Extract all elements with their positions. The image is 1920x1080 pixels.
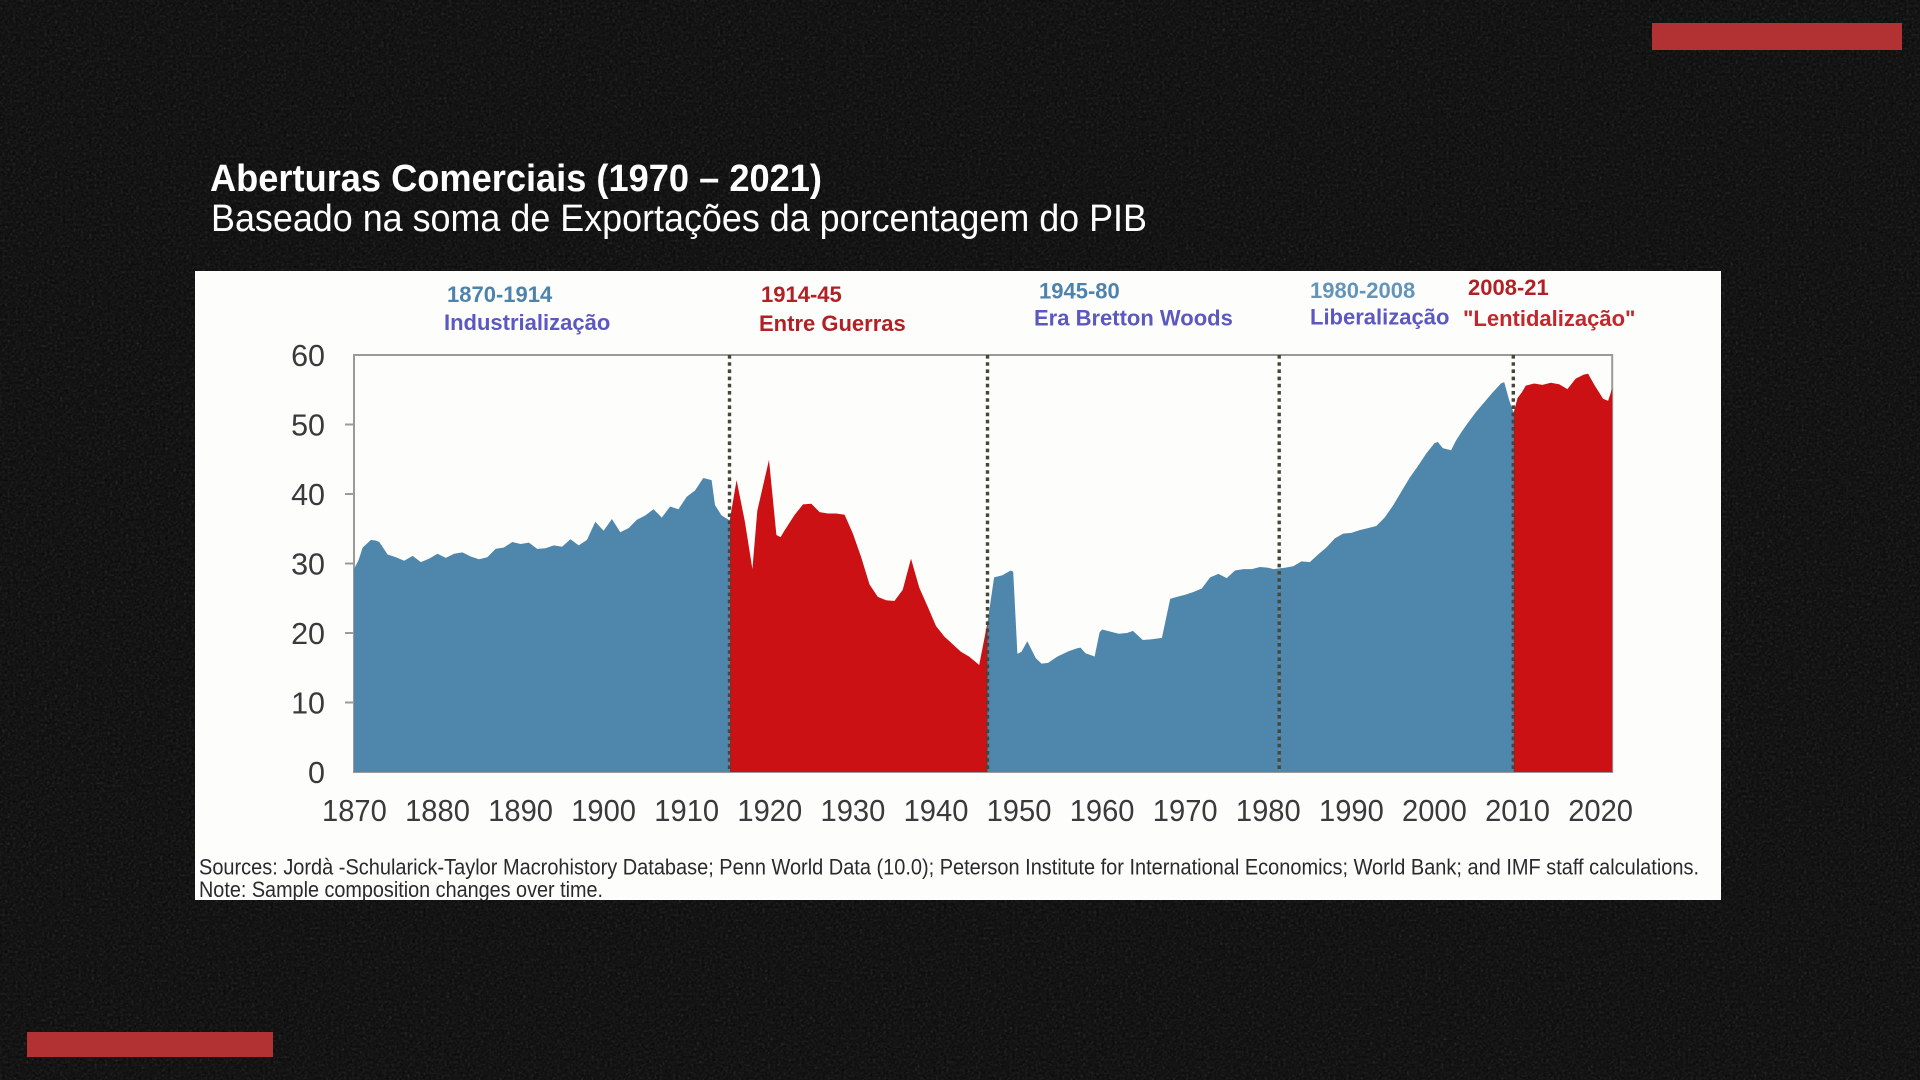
svg-text:1940: 1940	[904, 794, 969, 828]
svg-text:0: 0	[308, 756, 325, 790]
svg-text:"Lentidalização": "Lentidalização"	[1463, 306, 1635, 331]
svg-text:1980-2008: 1980-2008	[1310, 278, 1415, 303]
svg-text:1970: 1970	[1153, 794, 1218, 828]
svg-text:60: 60	[291, 339, 325, 373]
svg-text:10: 10	[291, 687, 325, 721]
svg-text:50: 50	[291, 409, 325, 443]
svg-text:Note: Sample composition chang: Note: Sample composition changes over ti…	[199, 877, 603, 900]
svg-text:40: 40	[291, 478, 325, 512]
svg-text:1890: 1890	[488, 794, 553, 828]
svg-text:Entre Guerras: Entre Guerras	[759, 311, 906, 336]
svg-text:1990: 1990	[1319, 794, 1384, 828]
svg-text:1880: 1880	[405, 794, 470, 828]
svg-text:Industrialização: Industrialização	[444, 310, 610, 335]
svg-text:1945-80: 1945-80	[1039, 279, 1120, 304]
svg-text:1950: 1950	[987, 794, 1052, 828]
svg-text:1914-45: 1914-45	[761, 282, 842, 307]
svg-text:1960: 1960	[1070, 794, 1135, 828]
svg-text:Liberalização: Liberalização	[1310, 305, 1449, 330]
svg-text:1980: 1980	[1236, 794, 1301, 828]
svg-text:1900: 1900	[571, 794, 636, 828]
svg-text:1870-1914: 1870-1914	[447, 282, 553, 307]
svg-text:30: 30	[291, 548, 325, 582]
svg-text:2020: 2020	[1568, 794, 1633, 828]
svg-text:20: 20	[291, 617, 325, 651]
svg-text:2010: 2010	[1485, 794, 1550, 828]
svg-text:2000: 2000	[1402, 794, 1467, 828]
svg-text:1930: 1930	[821, 794, 886, 828]
svg-text:Sources: Jordà -Schularick-Tay: Sources: Jordà -Schularick-Taylor Macroh…	[199, 855, 1699, 880]
svg-text:1870: 1870	[322, 794, 387, 828]
svg-text:Era Bretton Woods: Era Bretton Woods	[1034, 306, 1233, 331]
svg-text:2008-21: 2008-21	[1468, 275, 1549, 300]
svg-text:1920: 1920	[737, 794, 802, 828]
svg-text:1910: 1910	[654, 794, 719, 828]
